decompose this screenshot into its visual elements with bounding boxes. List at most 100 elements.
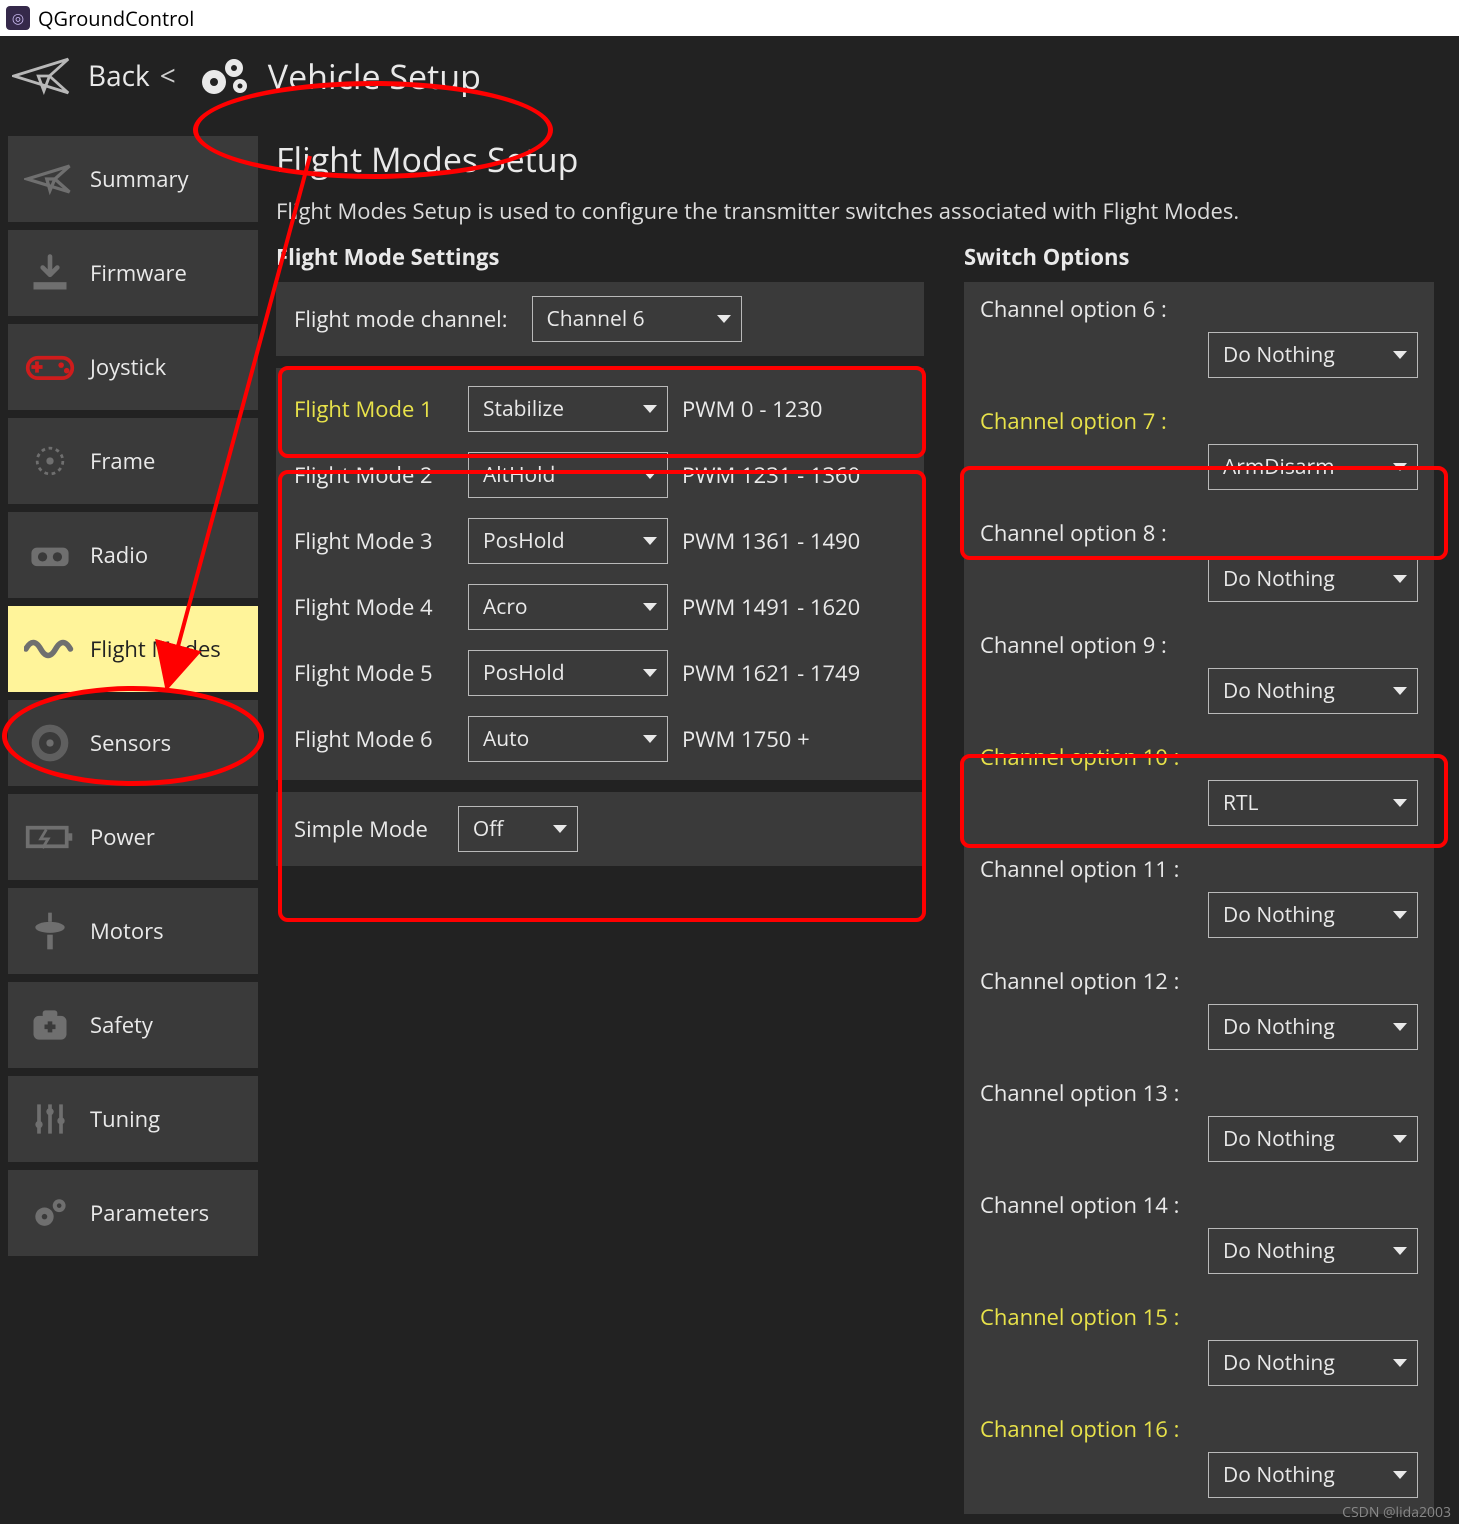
- flight-mode-name: Flight Mode 6: [294, 724, 454, 754]
- switch-option-select-9[interactable]: Do Nothing: [1208, 668, 1418, 714]
- flight-mode-value: Stabilize: [483, 395, 564, 423]
- sidebar-item-safety[interactable]: Safety: [8, 982, 258, 1068]
- sidebar-item-tuning[interactable]: Tuning: [8, 1076, 258, 1162]
- switch-option-value: Do Nothing: [1223, 677, 1335, 705]
- sensors-icon: [22, 715, 78, 771]
- battery-icon: [22, 809, 78, 865]
- sidebar-item-label: Flight Modes: [90, 634, 221, 664]
- qgc-app-icon: ◎: [6, 6, 30, 30]
- sidebar-item-label: Radio: [90, 540, 148, 570]
- switch-option-label: Channel option 9 :: [980, 630, 1418, 660]
- switch-option-value: Do Nothing: [1223, 565, 1335, 593]
- flight-mode-settings-column: Flight Mode Settings Flight mode channel…: [276, 242, 924, 866]
- radio-icon: [22, 527, 78, 583]
- chevron-down-icon: [643, 603, 657, 611]
- sidebar-item-label: Summary: [90, 164, 189, 194]
- sidebar-item-joystick[interactable]: Joystick: [8, 324, 258, 410]
- switch-option-select-16[interactable]: Do Nothing: [1208, 1452, 1418, 1498]
- switch-option-select-6[interactable]: Do Nothing: [1208, 332, 1418, 378]
- sidebar-item-label: Power: [90, 822, 155, 852]
- flight-mode-select-4[interactable]: Acro: [468, 584, 668, 630]
- flight-mode-select-6[interactable]: Auto: [468, 716, 668, 762]
- switch-option-value: Do Nothing: [1223, 341, 1335, 369]
- switch-option-label: Channel option 12 :: [980, 966, 1418, 996]
- flight-mode-channel-select[interactable]: Channel 6: [532, 296, 742, 342]
- wave-icon: [22, 621, 78, 677]
- switch-options-column: Switch Options Channel option 6 : Do Noth…: [964, 242, 1434, 1514]
- flight-mode-value: Acro: [483, 593, 528, 621]
- sidebar-item-parameters[interactable]: Parameters: [8, 1170, 258, 1256]
- flight-mode-row: Flight Mode 6AutoPWM 1750 +: [294, 716, 906, 762]
- download-icon: [22, 245, 78, 301]
- chevron-down-icon: [1393, 799, 1407, 807]
- flight-mode-channel-label: Flight mode channel:: [294, 304, 508, 334]
- body: Summary FirmwareJoystickFrame Radio Flight …: [0, 128, 1459, 1524]
- section-heading-left: Flight Mode Settings: [276, 242, 924, 272]
- plane-icon: [22, 151, 78, 207]
- sidebar: Summary FirmwareJoystickFrame Radio Flight …: [8, 136, 258, 1256]
- switch-option-row: Channel option 11 :Do Nothing: [964, 842, 1434, 954]
- switch-option-row: Channel option 15 : Do Nothing: [964, 1290, 1434, 1402]
- medkit-icon: [22, 997, 78, 1053]
- gears-icon: [22, 1185, 78, 1241]
- frame-icon: [22, 433, 78, 489]
- switch-option-label: Channel option 16 :: [980, 1414, 1418, 1444]
- flight-mode-select-5[interactable]: PosHold: [468, 650, 668, 696]
- sidebar-item-label: Sensors: [90, 728, 171, 758]
- plane-icon: [12, 53, 72, 99]
- flight-mode-select-3[interactable]: PosHold: [468, 518, 668, 564]
- sidebar-item-sensors[interactable]: Sensors: [8, 700, 258, 786]
- main-content: Flight Modes Setup Flight Modes Setup is…: [276, 136, 1449, 1514]
- simple-mode-label: Simple Mode: [294, 814, 428, 844]
- chevron-down-icon: [1393, 1023, 1407, 1031]
- sidebar-item-power[interactable]: Power: [8, 794, 258, 880]
- back-button[interactable]: Back: [88, 57, 150, 95]
- flight-mode-select-1[interactable]: Stabilize: [468, 386, 668, 432]
- switch-option-label: Channel option 15 :: [980, 1302, 1418, 1332]
- switch-option-label: Channel option 14 :: [980, 1190, 1418, 1220]
- sidebar-item-flight-modes[interactable]: Flight Modes: [8, 606, 258, 692]
- flight-mode-row: Flight Mode 4AcroPWM 1491 - 1620: [294, 584, 906, 630]
- flight-mode-pwm: PWM 1231 - 1360: [682, 460, 860, 490]
- switch-option-select-10[interactable]: RTL: [1208, 780, 1418, 826]
- switch-option-select-11[interactable]: Do Nothing: [1208, 892, 1418, 938]
- flight-mode-value: PosHold: [483, 659, 565, 687]
- chevron-down-icon: [1393, 1135, 1407, 1143]
- section-heading-right: Switch Options: [964, 242, 1434, 272]
- sidebar-item-radio[interactable]: Radio: [8, 512, 258, 598]
- header-bar: Back < Vehicle Setup: [0, 36, 1459, 128]
- switch-option-select-14[interactable]: Do Nothing: [1208, 1228, 1418, 1274]
- switch-option-value: Do Nothing: [1223, 901, 1335, 929]
- switch-option-label: Channel option 6 :: [980, 294, 1418, 324]
- flight-mode-select-2[interactable]: AltHold: [468, 452, 668, 498]
- flight-mode-name: Flight Mode 5: [294, 658, 454, 688]
- chevron-down-icon: [643, 405, 657, 413]
- simple-mode-select[interactable]: Off: [458, 806, 578, 852]
- sidebar-item-motors[interactable]: Motors: [8, 888, 258, 974]
- flight-mode-pwm: PWM 1361 - 1490: [682, 526, 860, 556]
- sidebar-item-firmware[interactable]: Firmware: [8, 230, 258, 316]
- columns: Flight Mode Settings Flight mode channel…: [276, 242, 1449, 1514]
- flight-mode-value: Auto: [483, 725, 529, 753]
- flight-mode-row: Flight Mode 5 PosHold PWM 1621 - 1749: [294, 650, 906, 696]
- switch-option-select-15[interactable]: Do Nothing: [1208, 1340, 1418, 1386]
- flight-mode-name: Flight Mode 1: [294, 394, 454, 424]
- sliders-icon: [22, 1091, 78, 1147]
- flight-modes-panel: Flight Mode 1StabilizePWM 0 - 1230Flight…: [276, 368, 924, 780]
- flight-mode-row: Flight Mode 3PosHoldPWM 1361 - 1490: [294, 518, 906, 564]
- switch-option-value: Do Nothing: [1223, 1125, 1335, 1153]
- chevron-down-icon: [643, 471, 657, 479]
- flight-mode-row: Flight Mode 2AltHoldPWM 1231 - 1360: [294, 452, 906, 498]
- switch-option-select-13[interactable]: Do Nothing: [1208, 1116, 1418, 1162]
- app-window: Back < Vehicle Setup Summary FirmwareJoys…: [0, 36, 1459, 1524]
- flight-mode-pwm: PWM 1621 - 1749: [682, 658, 860, 688]
- switch-option-select-7[interactable]: ArmDisarm: [1208, 444, 1418, 490]
- switch-option-value: RTL: [1223, 789, 1259, 817]
- switch-option-label: Channel option 13 :: [980, 1078, 1418, 1108]
- switch-option-select-12[interactable]: Do Nothing: [1208, 1004, 1418, 1050]
- switch-option-select-8[interactable]: Do Nothing: [1208, 556, 1418, 602]
- sidebar-item-frame[interactable]: Frame: [8, 418, 258, 504]
- sidebar-item-summary[interactable]: Summary: [8, 136, 258, 222]
- sidebar-item-label: Parameters: [90, 1198, 209, 1228]
- switch-option-row: Channel option 12 : Do Nothing: [964, 954, 1434, 1066]
